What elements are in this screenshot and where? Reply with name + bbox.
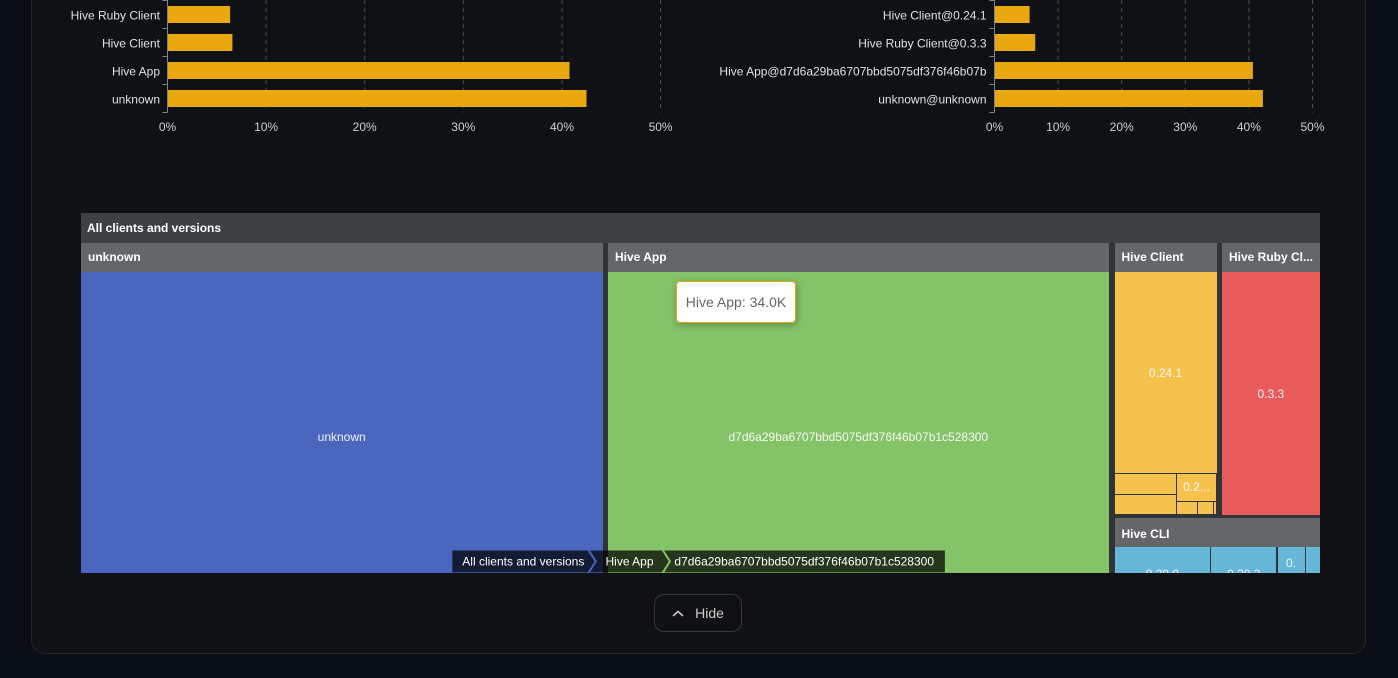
svg-text:unknown@unknown: unknown@unknown [878,92,986,106]
svg-text:40%: 40% [1237,120,1261,134]
svg-text:Hive Ruby Client: Hive Ruby Client [71,8,161,22]
svg-text:20%: 20% [353,120,377,134]
svg-text:All clients and versions: All clients and versions [462,555,584,569]
svg-text:Hive Client@0.24.1: Hive Client@0.24.1 [883,8,987,22]
svg-text:30%: 30% [1173,120,1197,134]
svg-text:d7d6a29ba6707bbd5075df376f46b0: d7d6a29ba6707bbd5075df376f46b07b1c528300 [674,555,934,569]
svg-text:Hive App: Hive App [112,64,160,78]
svg-text:50%: 50% [1300,120,1324,134]
svg-text:unknown: unknown [112,92,160,106]
svg-text:30%: 30% [451,120,475,134]
svg-text:10%: 10% [1046,120,1070,134]
svg-text:0%: 0% [986,120,1004,134]
svg-text:20%: 20% [1110,120,1134,134]
svg-text:10%: 10% [254,120,278,134]
svg-text:Hive App: Hive App [606,555,654,569]
svg-text:Hive Ruby Client@0.3.3: Hive Ruby Client@0.3.3 [858,36,987,50]
svg-text:Hive App@d7d6a29ba6707bbd5075d: Hive App@d7d6a29ba6707bbd5075df376f46b07… [719,64,986,78]
svg-text:Hive Client: Hive Client [102,36,161,50]
svg-text:50%: 50% [649,120,673,134]
svg-text:40%: 40% [550,120,574,134]
svg-text:0%: 0% [159,120,177,134]
